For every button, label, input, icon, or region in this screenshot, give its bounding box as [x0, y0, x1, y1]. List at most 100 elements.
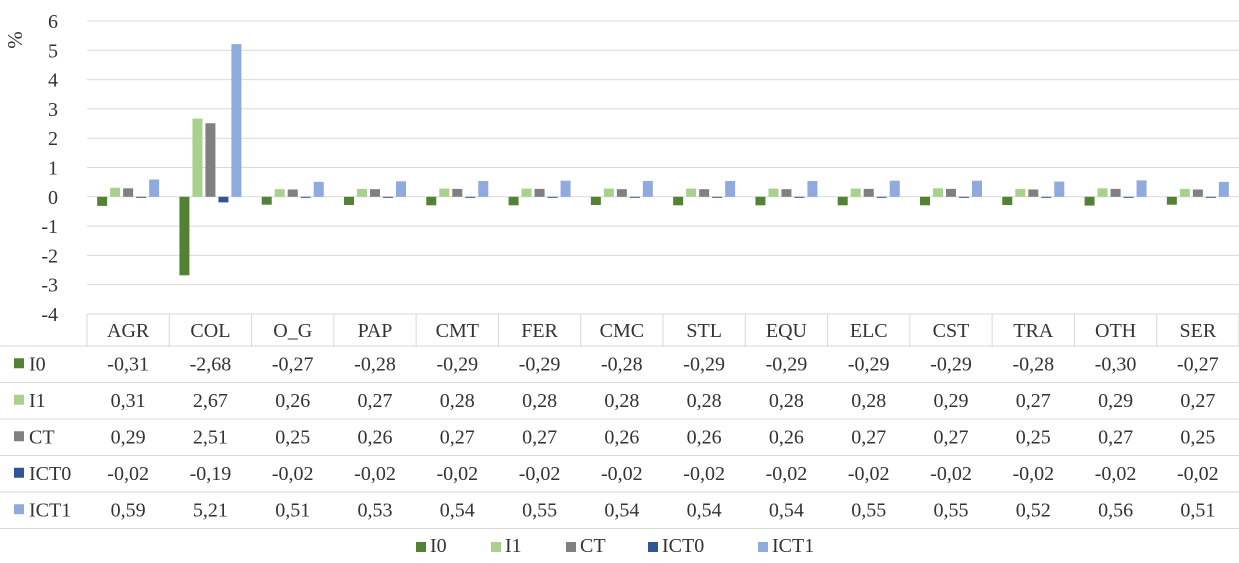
data-label: 0,27	[1098, 426, 1133, 448]
table-row-header: I1	[29, 390, 46, 412]
bar-ict1-agr	[149, 179, 160, 197]
data-label: 0,54	[440, 499, 475, 521]
legend-key-ict0	[648, 542, 658, 552]
table-row-key-ict1	[14, 504, 24, 515]
data-label: -0,27	[272, 353, 314, 375]
data-label: 0,54	[769, 499, 804, 521]
bar-ct-cmt	[452, 188, 463, 197]
data-label: -0,02	[601, 463, 643, 485]
data-label: -0,29	[683, 353, 725, 375]
data-label: -0,29	[436, 353, 478, 375]
table-row-key-ict0	[14, 467, 24, 478]
y-tick-label: 3	[48, 99, 58, 121]
x-tick-label: STL	[686, 320, 722, 342]
y-tick-label: -3	[41, 275, 58, 297]
bar-ct-fer	[534, 188, 545, 197]
legend-key-ict1	[758, 542, 768, 552]
y-tick-label: 1	[48, 158, 58, 180]
data-label: -0,31	[107, 353, 149, 375]
bar-i0-pap	[344, 196, 354, 206]
data-label: 0,26	[275, 390, 310, 412]
data-label: 0,28	[440, 390, 475, 412]
data-label: 0,26	[358, 426, 393, 448]
bar-ict1-cmt	[478, 180, 489, 197]
y-tick-label: -1	[41, 216, 58, 238]
bar-i0-o_g	[261, 196, 272, 205]
data-label: 0,27	[440, 426, 475, 448]
x-tick-label: EQU	[766, 320, 808, 342]
bar-ct-oth	[1110, 188, 1121, 197]
bar-i1-elc	[850, 188, 861, 197]
y-tick-label: 0	[48, 187, 58, 209]
bar-i0-tra	[1002, 196, 1013, 206]
bar-ict0-col	[218, 196, 229, 203]
bar-i1-equ	[768, 188, 779, 197]
bar-ict0-pap	[383, 196, 393, 198]
y-axis-tick-labels: -4 -3 -2 -1 0 1 2 3 4 5 6	[41, 11, 58, 326]
x-tick-label: CST	[933, 320, 970, 342]
table-row-header: ICT1	[29, 499, 71, 521]
x-tick-label: CMT	[436, 320, 479, 342]
bar-ict1-pap	[396, 181, 406, 197]
data-label: 2,51	[193, 426, 228, 448]
legend: I0 I1 CT ICT0 ICT1	[416, 535, 814, 557]
bar-ct-elc	[863, 188, 874, 197]
bar-ict0-agr	[136, 196, 147, 198]
bar-i0-cmt	[426, 196, 437, 206]
legend-label: ICT0	[662, 535, 704, 557]
data-label: -0,27	[1177, 353, 1219, 375]
data-label: 0,31	[111, 390, 146, 412]
data-label: 0,59	[111, 499, 146, 521]
x-tick-label: COL	[190, 320, 230, 342]
bar-ict1-o_g	[313, 181, 324, 197]
data-label: 0,25	[275, 426, 310, 448]
bar-ct-cmc	[616, 189, 627, 197]
data-label: 0,29	[934, 390, 969, 412]
data-label: 0,51	[275, 499, 310, 521]
data-label: 0,26	[604, 426, 639, 448]
data-label: 0,27	[358, 390, 393, 412]
bar-i1-o_g	[274, 189, 285, 197]
bar-ct-tra	[1028, 189, 1039, 197]
data-label: 0,27	[851, 426, 886, 448]
data-table: AGR COL O_G PAP CMT FER CMC STL EQU ELC CST TRA OTH S…	[0, 314, 1239, 529]
data-label: 0,29	[111, 426, 146, 448]
x-tick-label: AGR	[107, 320, 150, 342]
data-label: -2,68	[190, 353, 232, 375]
bars	[97, 44, 1229, 276]
data-label: 0,27	[1180, 390, 1215, 412]
data-label: -0,29	[766, 353, 808, 375]
bar-ict0-oth	[1123, 196, 1134, 198]
bar-i0-agr	[97, 196, 108, 206]
x-tick-label: SER	[1180, 320, 1217, 342]
bar-ct-pap	[370, 189, 380, 197]
bar-ict0-cmc	[629, 196, 640, 198]
data-label: -0,28	[601, 353, 643, 375]
data-label: -0,28	[1012, 353, 1054, 375]
bar-ict1-ser	[1218, 181, 1229, 197]
bar-i1-agr	[110, 187, 121, 197]
data-label: -0,02	[519, 463, 561, 485]
bar-ct-equ	[781, 189, 792, 197]
data-label: 0,25	[1016, 426, 1051, 448]
data-label: 0,25	[1180, 426, 1215, 448]
data-label: -0,02	[354, 463, 396, 485]
table-row-key-i0	[14, 358, 24, 369]
legend-label: I0	[430, 535, 447, 557]
bar-ict0-o_g	[300, 196, 311, 198]
bar-i0-elc	[837, 196, 848, 206]
legend-label: I1	[505, 535, 522, 557]
bar-ct-agr	[123, 188, 134, 197]
x-tick-label: O_G	[273, 320, 312, 342]
data-label: -0,29	[848, 353, 890, 375]
bar-ict0-ser	[1205, 196, 1216, 198]
bar-i0-col	[179, 196, 190, 276]
bar-ict1-fer	[560, 180, 571, 197]
table-row-key-i1	[14, 394, 24, 405]
data-label: 0,27	[1016, 390, 1051, 412]
y-tick-label: -2	[41, 245, 58, 267]
bar-i0-cmc	[590, 196, 601, 206]
x-tick-label: CMC	[600, 320, 644, 342]
legend-key-i0	[416, 542, 426, 552]
bar-i0-cst	[920, 196, 930, 206]
